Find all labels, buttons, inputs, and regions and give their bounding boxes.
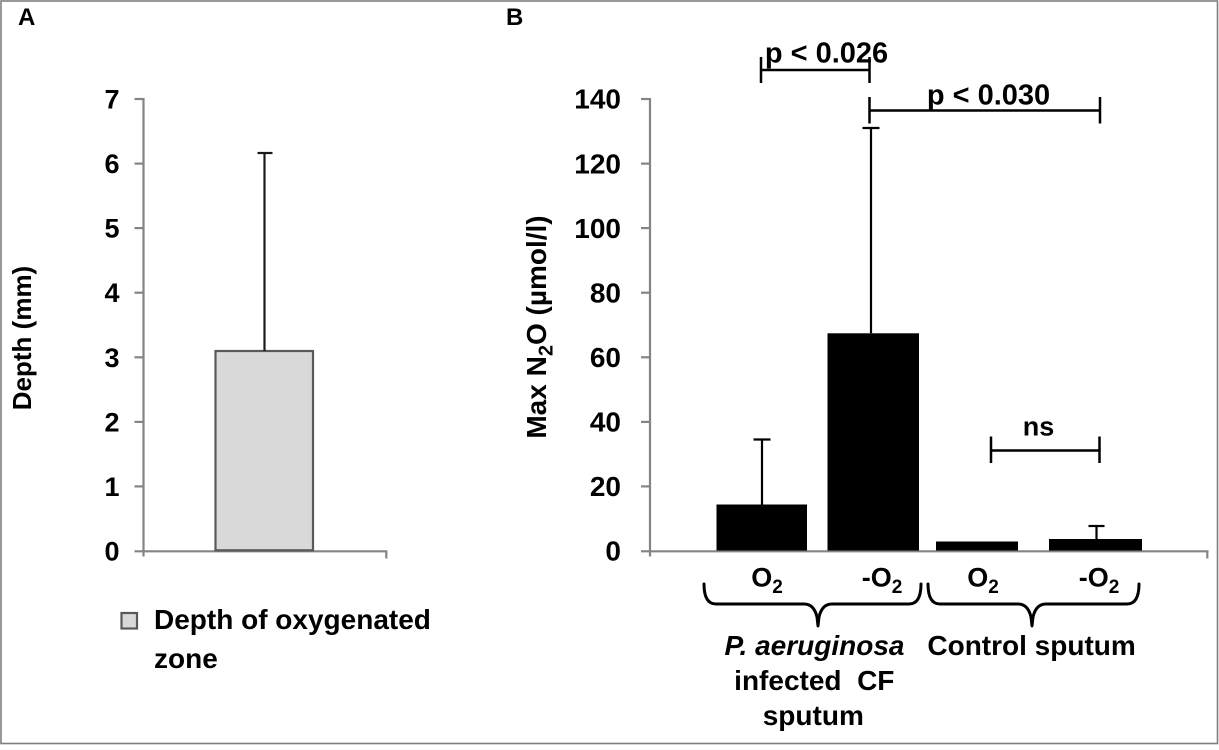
svg-text:B: B — [506, 4, 523, 31]
svg-text:Control sputum: Control sputum — [927, 630, 1135, 661]
svg-text:100: 100 — [574, 213, 621, 244]
svg-text:1: 1 — [104, 472, 119, 502]
svg-text:Depth (mm): Depth (mm) — [7, 266, 37, 410]
svg-text:4: 4 — [104, 278, 119, 308]
svg-text:40: 40 — [590, 407, 621, 438]
svg-text:3: 3 — [104, 343, 119, 373]
svg-text:-O2: -O2 — [862, 563, 903, 599]
svg-text:infected CF: infected CF — [734, 665, 894, 696]
svg-text:Max N2O (µmol/l): Max N2O (µmol/l) — [521, 215, 558, 438]
svg-text:120: 120 — [574, 148, 621, 179]
svg-text:zone: zone — [154, 643, 218, 674]
svg-text:140: 140 — [574, 84, 621, 115]
svg-text:5: 5 — [104, 214, 119, 244]
svg-text:0: 0 — [104, 537, 119, 567]
svg-text:ns: ns — [1023, 412, 1055, 442]
svg-text:A: A — [18, 4, 35, 31]
svg-text:0: 0 — [605, 536, 621, 567]
svg-text:p < 0.026: p < 0.026 — [765, 38, 888, 70]
svg-text:6: 6 — [104, 149, 119, 179]
svg-text:20: 20 — [590, 471, 621, 502]
svg-text:Depth of oxygenated: Depth of oxygenated — [154, 604, 431, 635]
svg-text:p < 0.030: p < 0.030 — [927, 80, 1050, 112]
svg-text:7: 7 — [104, 85, 119, 115]
svg-text:2: 2 — [104, 407, 119, 437]
svg-text:80: 80 — [590, 277, 621, 308]
svg-text:P. aeruginosa: P. aeruginosa — [724, 630, 904, 661]
svg-text:sputum: sputum — [763, 700, 864, 731]
svg-text:60: 60 — [590, 342, 621, 373]
